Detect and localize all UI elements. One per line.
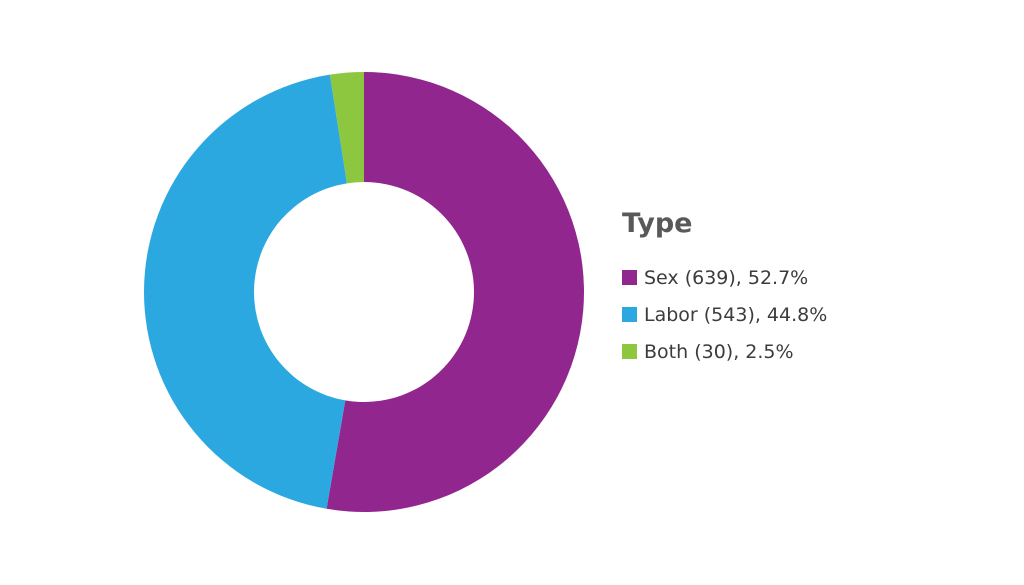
slice-both [329, 72, 364, 184]
legend-item-sex: Sex (639), 52.7% [622, 259, 827, 296]
legend-label-labor: Labor (543), 44.8% [644, 303, 828, 326]
legend-item-labor: Labor (543), 44.8% [622, 296, 827, 333]
slice-sex [326, 72, 584, 512]
legend: Type Sex (639), 52.7% Labor (543), 44.8%… [622, 207, 827, 370]
legend-swatch-sex [622, 270, 637, 285]
legend-label-both: Both (30), 2.5% [644, 340, 794, 363]
donut-slices [143, 72, 584, 512]
legend-label-sex: Sex (639), 52.7% [644, 266, 809, 289]
legend-swatch-both [622, 344, 637, 359]
legend-swatch-labor [622, 307, 637, 322]
legend-item-both: Both (30), 2.5% [622, 333, 827, 370]
slice-labor [143, 74, 347, 509]
legend-title: Type [622, 208, 693, 239]
